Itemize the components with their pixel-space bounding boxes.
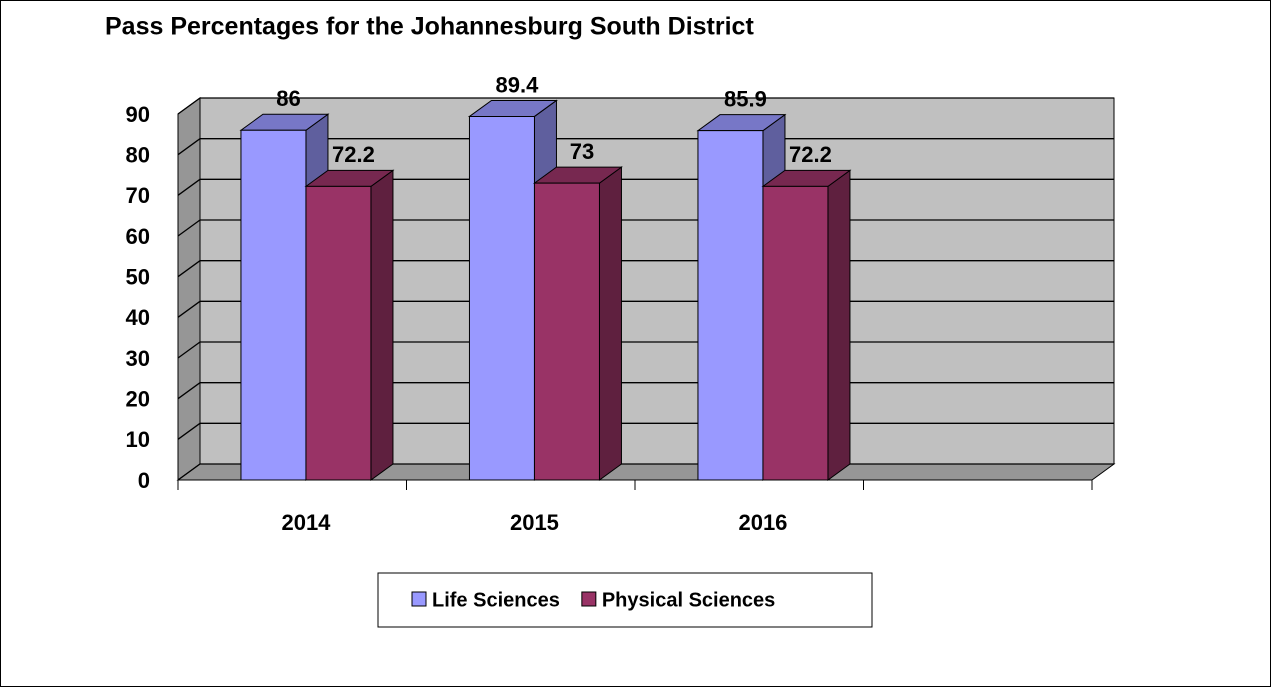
chart-title: Pass Percentages for the Johannesburg So… [105, 13, 754, 41]
legend-label: Physical Sciences [602, 589, 775, 611]
data-label: 72.2 [332, 142, 375, 167]
legend-box [377, 572, 873, 628]
y-tick-label: 60 [126, 224, 150, 249]
data-label: 89.4 [496, 72, 540, 97]
bar-front [468, 115, 535, 481]
y-tick-label: 80 [126, 142, 150, 167]
bar-side [598, 166, 622, 481]
y-tick-label: 10 [126, 427, 150, 452]
legend-swatch [581, 591, 597, 607]
x-tick-label: 2015 [510, 510, 559, 535]
data-label: 73 [570, 139, 594, 164]
data-label: 86 [276, 86, 300, 111]
data-label: 72.2 [789, 142, 832, 167]
bar-front [533, 182, 600, 481]
bar-front [240, 129, 307, 481]
x-tick-label: 2014 [281, 510, 331, 535]
legend-swatch [411, 591, 427, 607]
bar-side [827, 169, 851, 481]
y-tick-label: 70 [126, 183, 150, 208]
bar-side [370, 169, 394, 481]
y-tick-label: 30 [126, 346, 150, 371]
data-label: 85.9 [724, 86, 767, 111]
y-tick-label: 50 [126, 264, 150, 289]
y-tick-label: 90 [126, 102, 150, 127]
bar-front [305, 185, 372, 481]
x-tick-label: 2016 [738, 510, 787, 535]
grid-line [177, 138, 1114, 156]
bar-front [697, 130, 764, 481]
bar [761, 169, 852, 481]
bar [304, 169, 395, 481]
grid-line [177, 97, 1114, 115]
side-wall [177, 97, 201, 481]
y-tick-label: 20 [126, 386, 150, 411]
legend-label: Life Sciences [432, 589, 560, 611]
y-tick-label: 40 [126, 305, 150, 330]
bar [532, 166, 623, 481]
bar-front [762, 185, 829, 481]
y-tick-label: 0 [138, 468, 150, 493]
